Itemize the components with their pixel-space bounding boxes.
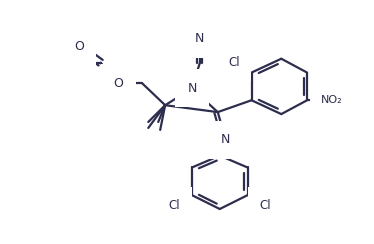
- Text: NO₂: NO₂: [321, 95, 343, 105]
- Text: O: O: [74, 40, 84, 53]
- Text: Cl: Cl: [168, 199, 180, 212]
- Text: O: O: [114, 77, 123, 90]
- Text: N: N: [195, 32, 205, 45]
- Text: Cl: Cl: [228, 56, 240, 69]
- Text: N: N: [187, 82, 197, 95]
- Text: Cl: Cl: [260, 199, 271, 212]
- Text: N: N: [221, 133, 230, 146]
